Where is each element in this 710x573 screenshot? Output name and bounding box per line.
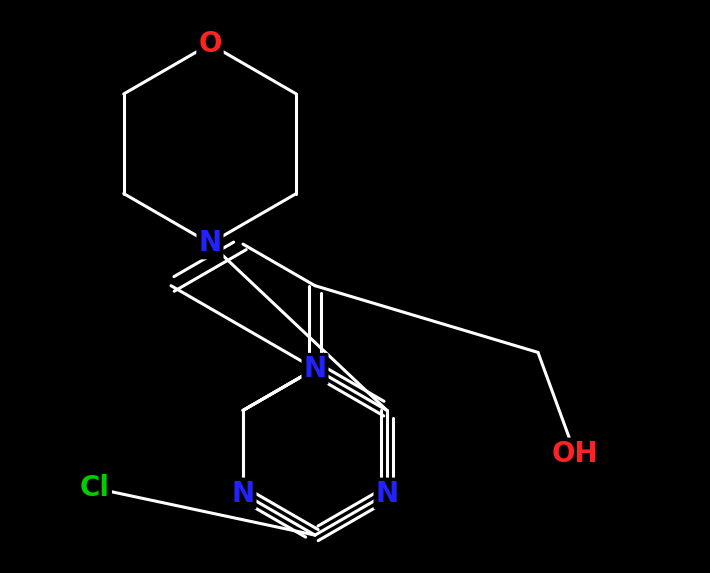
Text: N: N: [231, 480, 255, 508]
Text: N: N: [303, 355, 327, 383]
Text: OH: OH: [552, 439, 599, 468]
Text: Cl: Cl: [80, 474, 110, 502]
Text: O: O: [198, 30, 222, 58]
Text: N: N: [376, 480, 398, 508]
Text: N: N: [198, 229, 222, 257]
